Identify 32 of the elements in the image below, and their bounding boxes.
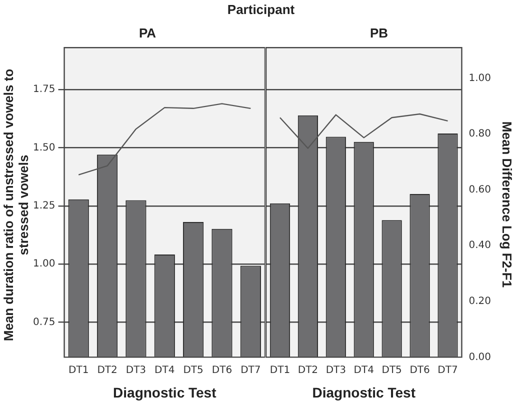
x-tick-label: DT5 [183,364,204,376]
x-tick-label: DT1 [270,364,290,376]
y2-tick-label: 0.60 [468,184,491,196]
y2-tick-label: 0.40 [468,240,491,252]
x-tick-label: DT1 [68,364,89,376]
y-tick-label: 1.75 [33,84,56,96]
x-tick-label: DT3 [126,364,146,376]
y-tick-label: 0.75 [33,316,56,328]
x-axis-title: Diagnostic Test [113,384,217,400]
y-tick-label: 1.00 [33,258,56,270]
x-tick-label: DT7 [438,364,458,376]
y-axis-title: Mean duration ratio of unstressed vowels to stressed vowels [1,68,31,344]
y-tick-label: 1.25 [33,200,56,212]
x-tick-label: DT4 [154,364,175,376]
y2-tick-label: 0.00 [468,352,491,363]
x-tick-label: DT6 [410,364,430,376]
x-tick-label: DT3 [326,364,346,376]
chart-subtitle: PB [370,25,388,40]
y2-tick-label: 0.20 [468,296,491,308]
y2-tick-label: 0.80 [468,128,491,140]
y2-axis-title: Mean Difference Log F2-F1 [500,120,514,290]
x-tick-label: DT4 [354,364,374,376]
x-tick-label: DT6 [212,364,232,376]
x-tick-label: DT2 [97,364,118,376]
x-tick-label: DT7 [240,364,261,376]
chart-title: Participant [226,2,296,17]
chart-subtitle: PA [138,25,157,40]
y-tick-label: 1.50 [33,142,56,154]
x-tick-label: DT2 [298,364,318,376]
x-axis-title: Diagnostic Test [312,384,416,400]
y2-tick-label: 1.00 [468,72,491,84]
x-tick-label: DT5 [382,364,402,376]
